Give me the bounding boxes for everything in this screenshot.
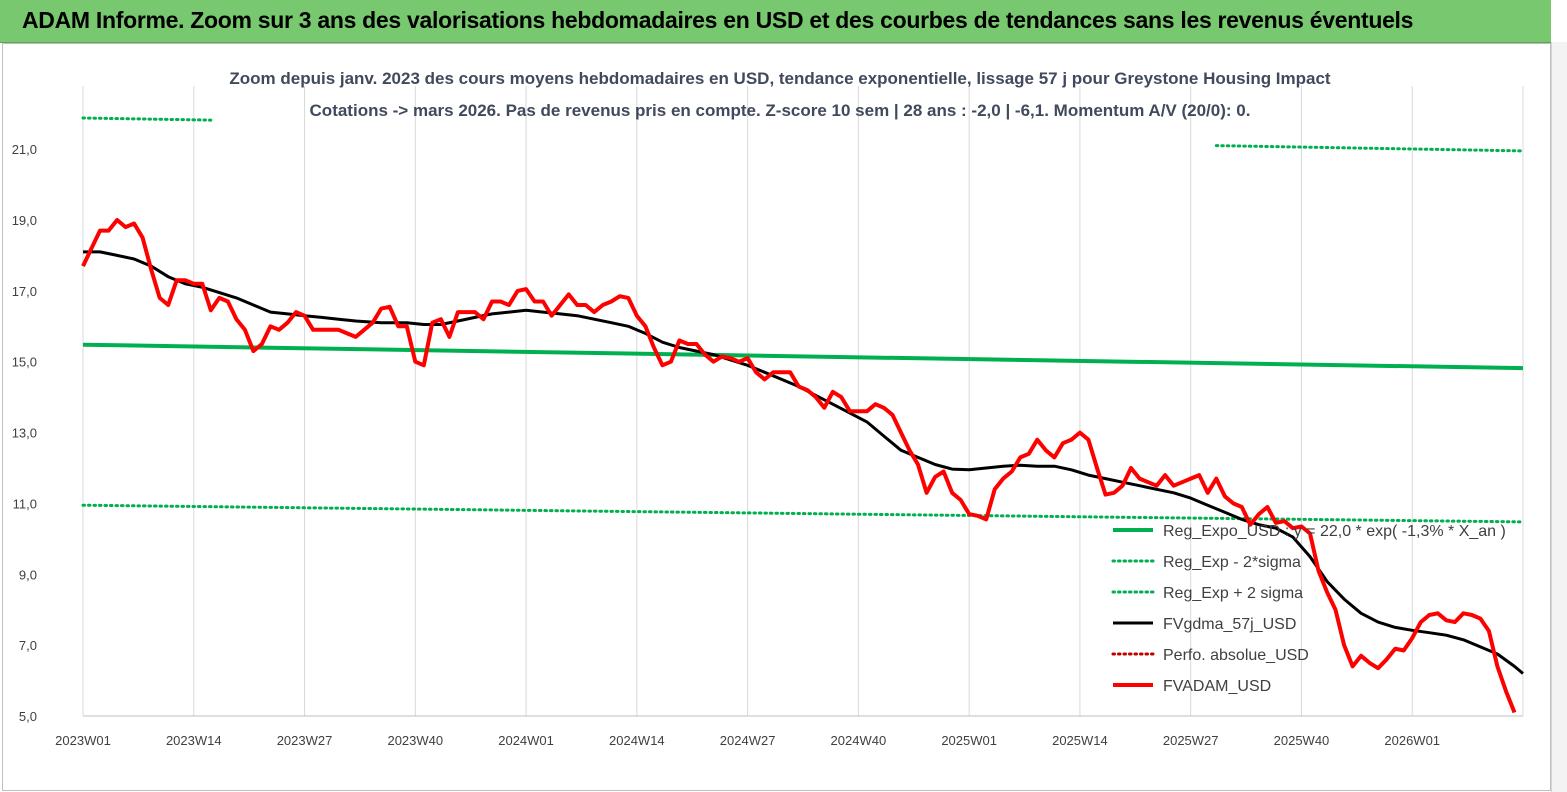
right-scrollbar[interactable]	[1551, 42, 1567, 792]
chart-container: 2023W01 2023W14 2023W27 2023W40 2024W01 2024W…	[2, 43, 1551, 791]
x-tick-label: 2024W01	[498, 733, 554, 748]
x-tick-label: 2023W01	[55, 733, 111, 748]
x-tick-label: 2024W14	[609, 733, 665, 748]
series-line-sigma_plus	[81, 116, 213, 122]
legend-label-fvadam: FVADAM_USD	[1163, 678, 1271, 695]
series-line-reg_expo	[82, 342, 1524, 371]
y-tick-label: 9,0	[19, 567, 37, 582]
y-tick-label: 7,0	[19, 638, 37, 653]
y-tick-label: 11,0	[13, 496, 37, 511]
series-line-sigma_minus	[81, 503, 1525, 524]
series-line-fvadam	[81, 218, 1517, 714]
x-tick-label: 2023W14	[166, 733, 222, 748]
chart-legend: Reg_Expo_USD : y = 22,0 * exp( -1,3% * X…	[1111, 523, 1506, 695]
line-chart: 2023W01 2023W14 2023W27 2023W40 2024W01 2024W…	[12, 69, 1525, 748]
chart-title: Zoom depuis janv. 2023 des cours moyens …	[229, 69, 1331, 88]
y-tick-label: 5,0	[19, 709, 37, 724]
chart-subtitle: Cotations -> mars 2026. Pas de revenus p…	[310, 101, 1251, 120]
report-title: ADAM Informe. Zoom sur 3 ans des valoris…	[22, 7, 1414, 33]
x-tick-label: 2026W01	[1384, 733, 1440, 748]
report-header: ADAM Informe. Zoom sur 3 ans des valoris…	[0, 0, 1551, 43]
x-tick-label: 2024W27	[720, 733, 776, 748]
y-tick-label: 17,0	[12, 284, 37, 299]
x-tick-label: 2023W40	[387, 733, 443, 748]
legend-label-reg_expo: Reg_Expo_USD : y = 22,0 * exp( -1,3% * X…	[1163, 523, 1506, 540]
x-tick-label: 2025W40	[1274, 733, 1330, 748]
x-tick-label: 2025W27	[1163, 733, 1219, 748]
y-tick-label: 15,0	[12, 355, 37, 370]
y-tick-label: 19,0	[12, 213, 37, 228]
label-layer: 2023W01 2023W14 2023W27 2023W40 2024W01 2024W…	[12, 142, 1440, 748]
legend-label-sigma_plus: Reg_Exp + 2 sigma	[1163, 585, 1303, 602]
x-tick-label: 2025W01	[941, 733, 997, 748]
series-layer	[81, 116, 1525, 714]
x-tick-label: 2025W14	[1052, 733, 1108, 748]
y-tick-label: 21,0	[12, 142, 37, 157]
series-line-sigma_plus	[1214, 144, 1525, 153]
x-tick-label: 2023W27	[277, 733, 333, 748]
grid-layer	[82, 86, 1524, 716]
x-tick-label: 2024W40	[831, 733, 887, 748]
legend-label-sigma_minus: Reg_Exp - 2*sigma	[1163, 554, 1301, 571]
legend-label-perfo: Perfo. absolue_USD	[1163, 647, 1309, 664]
legend-label-fvgdma: FVgdma_57j_USD	[1163, 616, 1296, 633]
y-tick-label: 13,0	[12, 426, 37, 441]
